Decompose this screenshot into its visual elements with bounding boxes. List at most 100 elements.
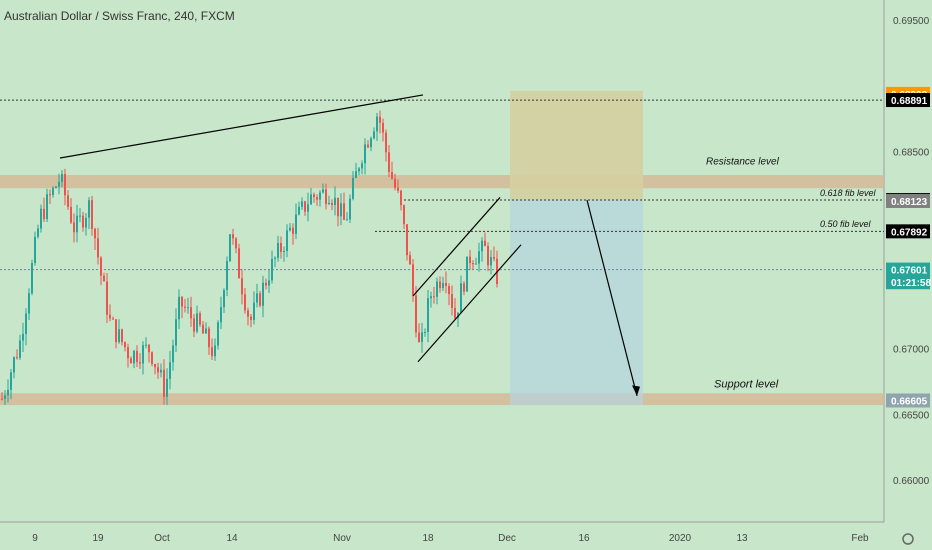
y-tick-label: 0.67000 — [893, 345, 930, 356]
candle-body — [322, 189, 324, 193]
candle-body — [391, 171, 393, 179]
price-badge — [886, 93, 930, 108]
candle-body — [67, 195, 69, 207]
candle-body — [262, 282, 264, 306]
channel-upper-line — [412, 197, 501, 297]
candle-body — [70, 206, 72, 223]
price-badge-text: 0.68891 — [891, 96, 928, 107]
candle-body — [253, 302, 255, 320]
candle-body — [487, 246, 489, 266]
candle-body — [49, 194, 51, 196]
candle-body — [121, 329, 123, 343]
candle-body — [337, 197, 339, 217]
candle-body — [355, 171, 357, 179]
candle-body — [250, 316, 252, 320]
candle-body — [193, 318, 195, 332]
price-badge-text: 0.68123 — [891, 197, 928, 208]
candle-body — [148, 344, 150, 353]
candle-body — [13, 357, 15, 373]
candle-body — [34, 236, 36, 264]
candle-body — [457, 312, 459, 319]
candle-body — [313, 194, 315, 197]
candle-body — [244, 294, 246, 311]
candle-body — [466, 256, 468, 292]
candle-body — [19, 340, 21, 358]
x-tick-label: Dec — [498, 533, 516, 544]
candle-body — [196, 313, 198, 332]
x-tick-label: 13 — [736, 533, 748, 544]
candle-body — [475, 263, 477, 265]
candle-body — [25, 313, 27, 334]
candle-body — [382, 122, 384, 133]
candle-body — [73, 222, 75, 233]
candle-body — [445, 282, 447, 287]
candle-body — [127, 347, 129, 359]
candle-body — [202, 324, 204, 334]
candle-body — [484, 240, 486, 247]
candle-body — [304, 201, 306, 212]
top-trendline — [59, 94, 424, 159]
candle-body — [451, 294, 453, 309]
x-tick-label: 19 — [92, 533, 104, 544]
y-tick-label: 0.68500 — [893, 147, 930, 158]
candle-body — [55, 186, 57, 188]
price-badge — [886, 193, 930, 208]
candle-body — [160, 369, 162, 373]
candle-body — [37, 228, 39, 237]
candle-body — [373, 131, 375, 139]
settings-icon — [902, 533, 914, 545]
candle-body — [40, 208, 42, 229]
candle-body — [154, 364, 156, 368]
candle-body — [100, 257, 102, 276]
candle-body — [184, 306, 186, 308]
candle-body — [115, 319, 117, 343]
candle-body — [403, 205, 405, 225]
candle-body — [226, 261, 228, 291]
candle-body — [430, 296, 432, 299]
candle-body — [79, 215, 81, 217]
candle-body — [88, 200, 90, 218]
candle-body — [82, 215, 84, 228]
chart-title: Australian Dollar / Swiss Franc, 240, FX… — [4, 9, 235, 23]
channel-lower-line — [417, 244, 522, 363]
candle-body — [4, 395, 6, 400]
candle-body — [220, 307, 222, 323]
candle-body — [439, 281, 441, 289]
candle-body — [64, 173, 66, 196]
candle-body — [340, 203, 342, 217]
candle-body — [385, 132, 387, 153]
x-tick-label: 14 — [226, 533, 238, 544]
candle-body — [136, 350, 138, 363]
candle-body — [406, 224, 408, 256]
candle-body — [7, 389, 9, 396]
candle-body — [28, 293, 30, 314]
candle-body — [424, 331, 426, 333]
projection-arrowhead — [632, 385, 640, 396]
x-tick-label: Nov — [333, 533, 351, 544]
candle-body — [241, 278, 243, 295]
candle-body — [229, 234, 231, 262]
candle-body — [409, 255, 411, 265]
resistance-label: Resistance level — [706, 157, 780, 168]
price-badge-text: 0.67601 — [891, 266, 928, 277]
candle-body — [298, 206, 300, 215]
candle-body — [289, 227, 291, 231]
candle-body — [232, 234, 234, 239]
candle-body — [235, 238, 237, 249]
candle-body — [16, 357, 18, 359]
candle-body — [247, 310, 249, 317]
candle-body — [181, 296, 183, 307]
candle-body — [442, 282, 444, 289]
candle-body — [169, 362, 171, 379]
candle-body — [379, 116, 381, 123]
candle-body — [187, 307, 189, 309]
candle-body — [421, 332, 423, 342]
candle-body — [265, 282, 267, 286]
candle-body — [319, 192, 321, 200]
candle-body — [325, 189, 327, 204]
candle-body — [139, 362, 141, 364]
candle-body — [493, 257, 495, 259]
candle-body — [460, 283, 462, 313]
candle-body — [481, 240, 483, 252]
